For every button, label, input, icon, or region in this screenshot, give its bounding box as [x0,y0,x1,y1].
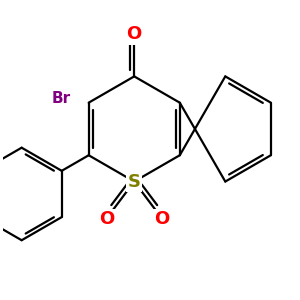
Text: S: S [128,172,141,190]
Text: O: O [99,210,114,228]
Text: O: O [127,25,142,43]
Text: Br: Br [52,91,71,106]
Text: O: O [154,210,170,228]
